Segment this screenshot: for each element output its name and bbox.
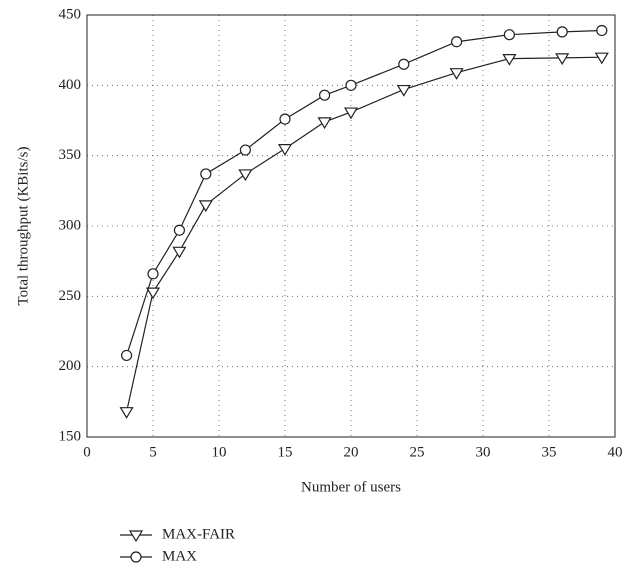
x-tick-label: 5 <box>149 444 157 460</box>
marker <box>503 29 515 41</box>
marker <box>198 200 213 213</box>
marker <box>596 24 608 37</box>
x-tick-label: 25 <box>410 444 425 460</box>
x-tick-label: 30 <box>476 444 491 460</box>
marker <box>396 84 411 97</box>
y-tick-label: 200 <box>59 358 82 374</box>
legend-marker <box>128 530 144 543</box>
x-tick-label: 35 <box>542 444 557 460</box>
x-tick-label: 20 <box>344 444 359 460</box>
legend-label: MAX <box>162 548 197 564</box>
series-line <box>126 56 602 412</box>
y-tick-label: 350 <box>59 147 82 163</box>
marker <box>345 79 357 91</box>
marker <box>239 144 251 156</box>
marker <box>343 107 359 120</box>
marker <box>200 168 212 180</box>
marker <box>451 36 463 48</box>
marker <box>555 53 570 66</box>
y-tick-label: 300 <box>59 217 82 233</box>
marker <box>277 144 293 156</box>
y-axis-label: Total throughput (KBits/s) <box>15 147 31 306</box>
marker <box>594 52 609 65</box>
marker <box>502 54 517 66</box>
x-axis-label: Number of users <box>301 479 401 495</box>
marker <box>172 246 187 259</box>
marker <box>145 287 161 300</box>
plot-frame <box>86 14 616 438</box>
marker <box>319 89 331 101</box>
x-tick-label: 10 <box>212 444 227 460</box>
legend-marker <box>130 551 142 563</box>
legend-label: MAX-FAIR <box>162 526 235 542</box>
marker <box>449 68 464 80</box>
marker <box>238 169 253 182</box>
series-line <box>126 29 602 356</box>
y-tick-label: 250 <box>59 288 82 304</box>
marker <box>317 117 332 130</box>
x-tick-label: 0 <box>83 444 91 460</box>
marker <box>556 26 568 38</box>
marker <box>120 349 133 362</box>
x-tick-label: 40 <box>608 444 623 460</box>
marker <box>279 113 291 125</box>
y-tick-label: 150 <box>59 428 82 444</box>
marker <box>147 268 159 280</box>
y-tick-label: 450 <box>59 6 82 22</box>
marker <box>119 407 134 419</box>
x-tick-label: 15 <box>278 444 293 460</box>
marker <box>173 224 185 236</box>
marker <box>398 58 410 70</box>
y-tick-label: 400 <box>59 77 82 93</box>
